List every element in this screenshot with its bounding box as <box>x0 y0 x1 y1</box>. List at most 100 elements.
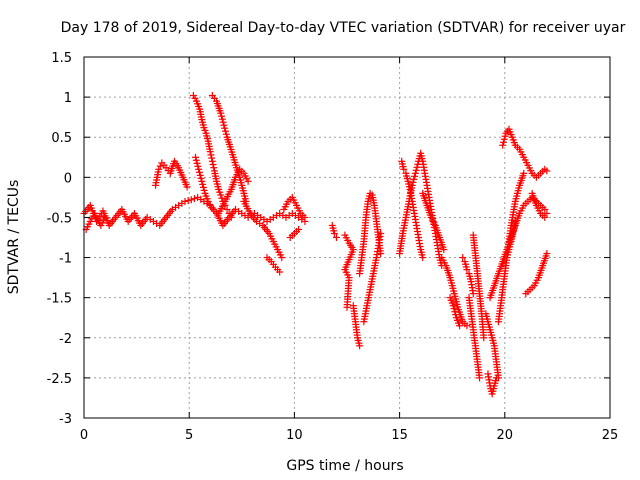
data-point <box>206 201 214 209</box>
data-point <box>101 213 109 221</box>
data-point <box>181 197 189 205</box>
data-point <box>499 141 507 149</box>
data-point <box>543 167 551 175</box>
data-point <box>541 205 549 213</box>
data-point <box>219 118 227 126</box>
data-point <box>187 196 195 204</box>
x-tick-label: 0 <box>80 428 88 443</box>
data-point <box>192 156 200 164</box>
data-point <box>221 127 229 135</box>
data-point <box>220 121 228 129</box>
data-point <box>221 124 229 132</box>
data-point <box>195 165 203 173</box>
chart-title: Day 178 of 2019, Sidereal Day-to-day VTE… <box>61 20 626 36</box>
y-axis-label: SDTVAR / TECUs <box>6 180 22 295</box>
x-tick-label: 10 <box>286 428 303 443</box>
data-point <box>411 172 419 180</box>
data-point <box>199 183 207 191</box>
y-tick-label: -0.5 <box>47 211 72 226</box>
data-point <box>501 132 509 140</box>
data-point <box>204 197 212 205</box>
data-point <box>193 159 201 167</box>
data-point <box>208 154 216 162</box>
data-point <box>499 138 507 146</box>
data-point <box>409 178 417 186</box>
x-tick-label: 25 <box>602 428 619 443</box>
data-point <box>377 229 385 237</box>
data-point <box>449 302 457 310</box>
data-point <box>206 148 214 156</box>
data-point <box>223 205 231 213</box>
data-point <box>541 213 549 221</box>
data-point <box>410 175 418 183</box>
data-point <box>210 164 218 172</box>
data-point <box>400 165 408 173</box>
data-point <box>452 311 460 319</box>
data-point <box>196 171 204 179</box>
data-point <box>476 374 484 382</box>
data-point <box>419 254 427 262</box>
data-point <box>295 225 303 233</box>
data-point <box>207 151 215 159</box>
data-point <box>199 180 207 188</box>
data-point <box>413 163 421 171</box>
data-point <box>356 342 364 350</box>
y-tick-label: 1.5 <box>51 51 72 66</box>
axis-ticks: 0 5 10 15 20 25 1.5 1 0.5 0 -0.5 -1 -1.5 -2 -2.5 -3 <box>47 51 619 443</box>
data-point <box>218 115 226 123</box>
data-point <box>218 194 226 202</box>
data-point <box>456 322 464 330</box>
x-tick-label: 5 <box>185 428 193 443</box>
data-point <box>469 290 477 298</box>
data-points <box>80 92 551 398</box>
data-point <box>207 204 215 212</box>
data-point <box>440 246 448 254</box>
y-tick-label: -2.5 <box>47 372 72 387</box>
data-point <box>225 209 233 217</box>
data-point <box>511 217 519 225</box>
data-point <box>543 209 551 217</box>
data-point <box>184 197 192 205</box>
data-point <box>480 334 488 342</box>
data-point <box>217 109 225 117</box>
data-point <box>194 162 202 170</box>
data-point <box>492 374 500 382</box>
data-point <box>197 174 205 182</box>
data-point <box>459 254 467 262</box>
data-point <box>192 153 200 161</box>
data-point <box>343 303 351 311</box>
data-point <box>155 165 163 173</box>
data-point <box>227 213 235 221</box>
data-point <box>198 177 206 185</box>
data-point <box>195 168 203 176</box>
data-point <box>244 177 252 185</box>
data-point <box>209 160 217 168</box>
data-point <box>222 130 230 138</box>
data-point <box>190 195 198 203</box>
data-point <box>156 162 164 170</box>
data-point <box>332 234 340 241</box>
x-axis-label: GPS time / hours <box>286 458 403 474</box>
x-tick-label: 20 <box>497 428 514 443</box>
data-point <box>208 157 216 165</box>
data-point <box>218 112 226 120</box>
y-tick-label: 0 <box>64 171 72 186</box>
data-point <box>450 305 458 313</box>
data-point <box>217 191 225 199</box>
data-point <box>278 254 286 262</box>
data-point <box>500 135 508 143</box>
data-point <box>200 186 208 194</box>
data-point <box>451 308 459 316</box>
data-point <box>276 268 284 276</box>
y-tick-label: -1 <box>59 252 72 267</box>
plot-frame <box>83 56 611 419</box>
data-point <box>463 322 471 330</box>
y-tick-label: -3 <box>59 412 72 427</box>
data-point <box>463 266 471 274</box>
y-tick-label: -1.5 <box>47 292 72 307</box>
data-point <box>411 169 419 177</box>
data-point <box>543 250 551 258</box>
y-tick-label: -2 <box>59 332 72 347</box>
data-point <box>301 213 309 221</box>
